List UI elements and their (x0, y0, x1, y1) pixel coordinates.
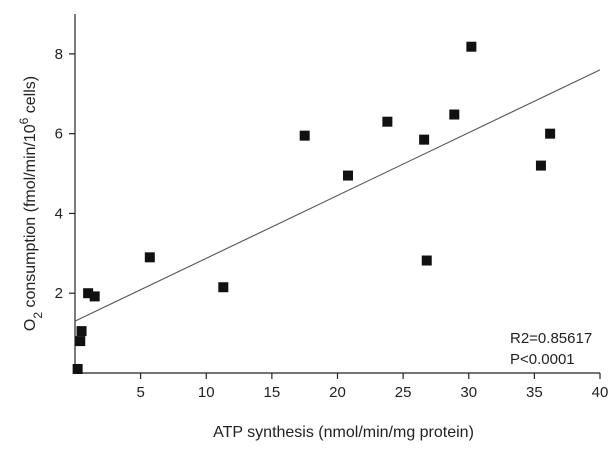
data-point (382, 116, 393, 127)
y-axis-title-prefix: O (22, 319, 39, 331)
x-tick-label: 15 (264, 384, 281, 401)
x-tick-label: 20 (329, 384, 346, 401)
y-ticks: 2 4 6 8 (55, 46, 75, 302)
data-point (218, 282, 229, 293)
data-point (144, 252, 155, 263)
x-tick-label: 30 (460, 384, 477, 401)
data-point (343, 170, 353, 181)
y-axis-title: O2 consumption (fmol/min/106 cells) (17, 76, 45, 331)
r-squared-annotation: R2=0.85617 (510, 330, 592, 347)
x-tick-label: 5 (136, 384, 144, 401)
data-point (421, 255, 432, 266)
y-tick-label: 4 (55, 205, 63, 222)
data-point (89, 291, 100, 302)
p-value-annotation: P<0.0001 (510, 351, 575, 368)
x-axis-title: ATP synthesis (nmol/min/mg protein) (213, 424, 474, 441)
data-point (466, 41, 477, 52)
data-point (75, 336, 86, 347)
y-axis-title-suffix: cells) (22, 76, 39, 118)
x-tick-label: 25 (395, 384, 412, 401)
y-tick-label: 8 (55, 46, 63, 63)
x-ticks: 5 10 15 20 25 30 35 40 (136, 373, 608, 401)
y-axis-title-superscript: 6 (17, 117, 31, 124)
y-tick-label: 2 (55, 285, 63, 302)
data-point (83, 288, 94, 299)
y-axis-title-main: consumption (fmol/min/10 (22, 124, 39, 312)
data-points (72, 41, 556, 375)
data-point (72, 364, 83, 375)
y-axis-title-subscript: 2 (31, 312, 45, 319)
x-tick-label: 40 (592, 384, 609, 401)
x-tick-label: 35 (526, 384, 543, 401)
data-point (535, 160, 546, 171)
data-point (449, 109, 460, 120)
y-tick-label: 6 (55, 126, 63, 143)
data-point (299, 130, 310, 141)
x-tick-label: 10 (198, 384, 215, 401)
data-point (76, 326, 87, 337)
data-point (545, 128, 556, 139)
data-point (419, 134, 430, 145)
regression-line (74, 69, 601, 322)
axes (74, 14, 600, 374)
